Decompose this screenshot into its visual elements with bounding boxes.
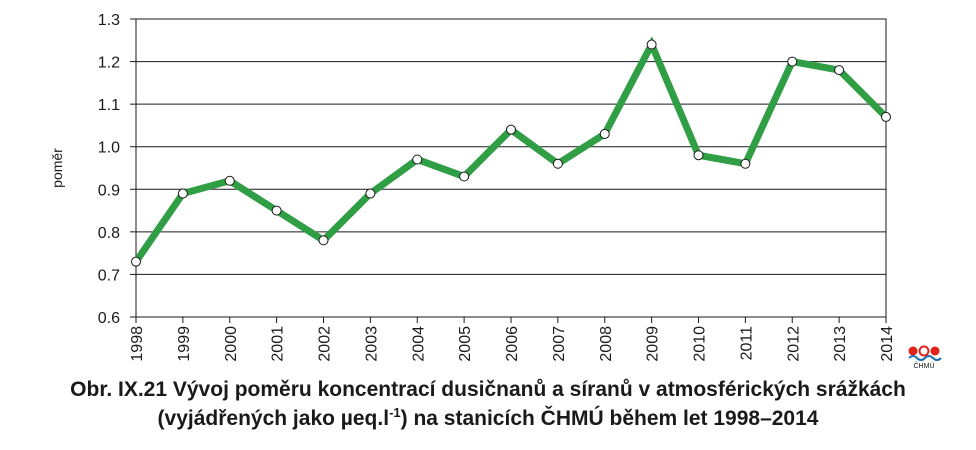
x-tick-label: 2000 [223, 326, 240, 362]
logo-red-dot-left [908, 346, 918, 356]
data-point [224, 175, 235, 186]
series-group [131, 36, 891, 267]
x-tick-label: 2013 [832, 326, 849, 362]
logo-text: ČHMÚ [914, 361, 935, 370]
logo-ring-center [918, 345, 930, 357]
data-point [834, 65, 845, 76]
logo-red-dot-right [930, 346, 940, 356]
x-tick-label: 2012 [785, 326, 802, 362]
y-tick-label: 0.9 [98, 182, 120, 199]
figure-caption-line1: Obr. IX.21 Vývoj poměru koncentrací dusi… [70, 378, 906, 401]
plot-frame [135, 18, 887, 318]
data-point [646, 39, 657, 50]
data-point [318, 235, 329, 246]
data-point [365, 188, 376, 199]
y-tick-label: 1.2 [98, 55, 120, 72]
y-tick-label: 1.3 [98, 12, 120, 29]
x-tick-label: 2002 [317, 326, 334, 362]
y-tick-label: 0.7 [98, 267, 120, 284]
chmu-logo: ČHMÚ [908, 345, 942, 370]
data-point [881, 111, 891, 122]
x-tick-label: 2010 [692, 326, 709, 362]
data-point [787, 56, 798, 67]
line-chart: 0.6 0.7 0.8 0.9 1.0 1.1 1.2 1.3 1998 1999 2000 200… [49, 12, 942, 370]
x-tick-label: 2003 [363, 326, 380, 362]
data-point [459, 171, 470, 182]
y-tick-label: 0.6 [98, 310, 120, 327]
y-axis-ticks: 0.6 0.7 0.8 0.9 1.0 1.1 1.2 1.3 [98, 12, 136, 327]
figure-caption-line2: (vyjádřených jako µeq.l-1) na stanicích … [0, 405, 976, 431]
x-tick-label: 2004 [410, 326, 427, 362]
y-tick-label: 0.8 [98, 225, 120, 242]
x-tick-label: 2006 [504, 326, 521, 362]
data-point [599, 128, 610, 139]
x-axis-ticks: 1998 1999 2000 2001 2002 2003 2004 2005 2006 2007… [129, 317, 896, 362]
y-tick-label: 1.0 [98, 140, 120, 157]
data-point [552, 158, 563, 169]
data-point [177, 188, 188, 199]
x-tick-label: 1998 [129, 326, 146, 362]
x-tick-label: 2001 [270, 326, 287, 362]
data-point [131, 256, 141, 267]
logo-blue-wave [908, 355, 942, 361]
x-tick-label: 2007 [551, 326, 568, 362]
x-tick-label: 2009 [645, 326, 662, 362]
caption-line2-prefix: (vyjádřených jako µeq.l [157, 407, 390, 430]
x-tick-label: 2014 [879, 326, 896, 362]
data-point [693, 150, 704, 161]
x-tick-label: 2005 [457, 326, 474, 362]
data-point [740, 158, 751, 169]
caption-line2-superscript: -1 [389, 405, 401, 420]
data-point [271, 205, 282, 216]
series-line [133, 36, 889, 264]
gridlines [136, 61, 886, 275]
caption-line2-suffix: ) na stanicích ČHMÚ během let 1998–2014 [400, 407, 819, 430]
x-tick-label: 2011 [738, 326, 755, 361]
y-axis-label: poměr [49, 148, 65, 188]
data-point [506, 124, 516, 135]
y-tick-label: 1.1 [98, 97, 120, 114]
x-tick-label: 1999 [176, 326, 193, 362]
data-point [412, 154, 423, 165]
x-tick-label: 2008 [598, 326, 615, 362]
